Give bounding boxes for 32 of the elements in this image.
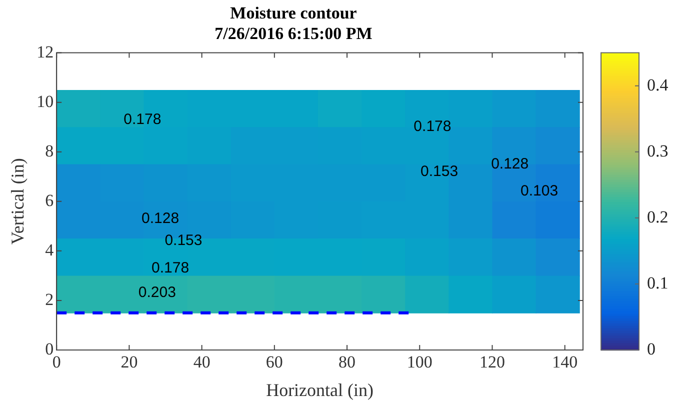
x-axis-title: Horizontal (in) xyxy=(266,380,374,400)
color-bar-label: 0.4 xyxy=(647,75,669,94)
color-bar-label: 0.3 xyxy=(647,141,668,160)
x-tick-label: 80 xyxy=(338,352,356,372)
x-tick-label: 120 xyxy=(479,352,505,372)
y-tick-label: 6 xyxy=(45,190,54,210)
y-tick-label: 10 xyxy=(36,92,54,111)
x-tick-label: 40 xyxy=(193,352,210,372)
color-bar-label: 0.1 xyxy=(647,273,668,292)
x-tick-label: 100 xyxy=(406,352,432,372)
annotation: 0.178 xyxy=(124,110,162,128)
annotation: 0.203 xyxy=(138,284,176,302)
y-tick-label: 8 xyxy=(45,141,54,160)
annotation: 0.153 xyxy=(420,162,458,180)
chart-subtitle: 7/26/2016 6:15:00 PM xyxy=(214,24,372,43)
annotation: 0.103 xyxy=(520,182,558,200)
color-bar-label: 0 xyxy=(647,339,656,358)
y-tick-label: 4 xyxy=(45,240,54,260)
x-tick-label: 140 xyxy=(552,352,578,372)
x-tick-label: 60 xyxy=(266,352,283,372)
annotation: 0.178 xyxy=(152,259,190,276)
annotation: 0.128 xyxy=(142,210,180,227)
y-tick-label: 2 xyxy=(45,290,54,309)
y-tick-label: 12 xyxy=(36,42,54,62)
y-axis-title: Vertical (in) xyxy=(8,158,28,245)
chart-title: Moisture contour xyxy=(230,4,358,23)
annotation: 0.153 xyxy=(164,232,202,250)
y-tick-label: 0 xyxy=(45,339,54,358)
annotation: 0.178 xyxy=(414,118,452,136)
x-tick-label: 20 xyxy=(120,352,138,372)
color-bar-label: 0.2 xyxy=(647,207,668,226)
annotation: 0.128 xyxy=(491,155,529,172)
